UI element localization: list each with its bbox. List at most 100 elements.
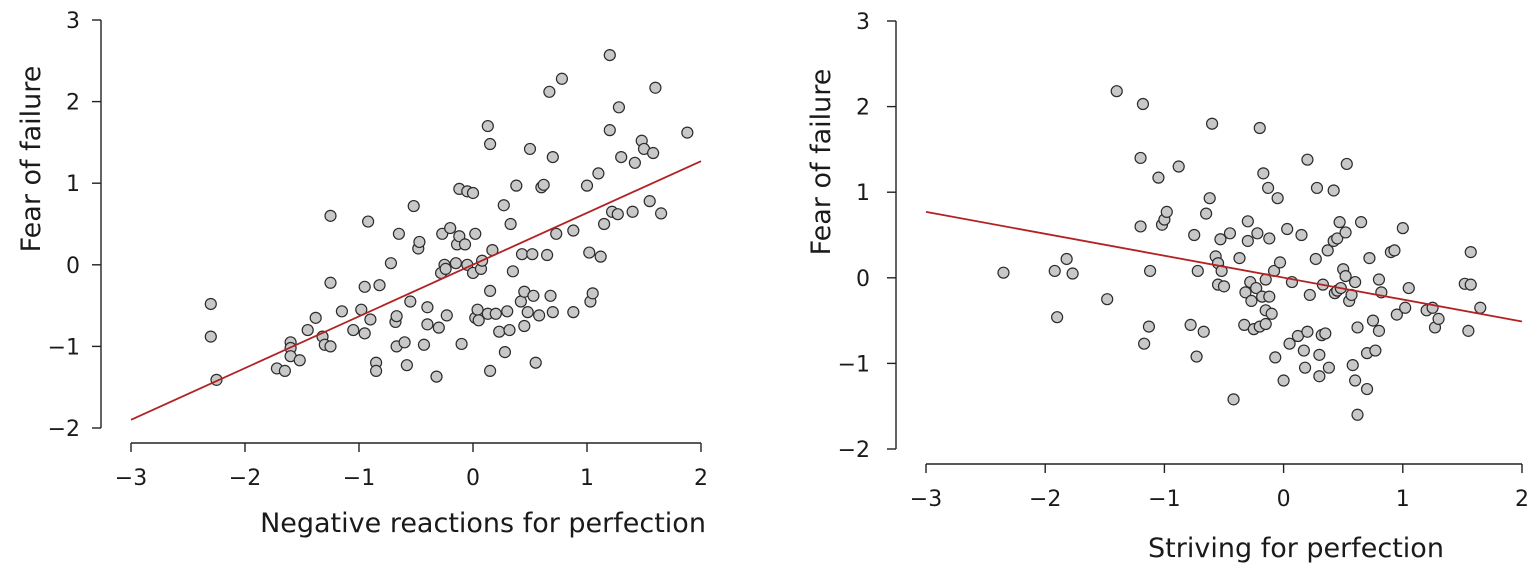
data-point <box>407 199 420 213</box>
y-tick-label: 3 <box>856 10 870 35</box>
data-point <box>1110 85 1123 98</box>
data-point <box>449 257 462 270</box>
data-point <box>1239 286 1252 299</box>
x-axis-title: Negative reactions for perfection <box>260 508 706 539</box>
data-point <box>515 248 529 261</box>
data-point <box>484 137 497 151</box>
data-point <box>1250 281 1263 295</box>
data-point <box>501 305 514 318</box>
data-point <box>603 124 616 137</box>
data-point <box>1301 325 1314 338</box>
left-scatter-panel: −3 −2 −1 0 1 2 −2 −1 0 1 2 3 Negative reactions for … <box>16 9 708 539</box>
data-point <box>612 101 626 114</box>
data-point <box>1339 269 1352 283</box>
data-point <box>510 179 523 192</box>
data-point <box>628 156 641 169</box>
data-point <box>358 280 371 293</box>
data-point <box>497 199 510 212</box>
data-point <box>649 81 662 94</box>
data-point <box>586 287 599 300</box>
data-point <box>567 306 580 319</box>
data-point <box>1313 370 1326 383</box>
data-point <box>481 119 494 133</box>
y-tick-label: 1 <box>66 172 80 197</box>
data-point <box>370 364 383 377</box>
data-point <box>592 167 605 180</box>
data-point <box>518 319 531 333</box>
data-point <box>364 313 377 326</box>
data-point <box>1396 222 1409 235</box>
data-point <box>1388 244 1401 257</box>
data-point <box>1190 350 1203 363</box>
data-point <box>1354 216 1368 229</box>
data-point <box>597 217 611 231</box>
data-point <box>503 323 516 337</box>
data-point <box>1331 232 1344 245</box>
data-point <box>506 265 520 278</box>
data-point <box>1251 227 1264 240</box>
data-point <box>1217 280 1231 293</box>
data-point <box>204 297 217 311</box>
data-point <box>1257 167 1270 180</box>
x-axis-title: Striving for perfection <box>1148 533 1444 564</box>
data-point <box>1205 117 1219 130</box>
data-point <box>293 354 306 367</box>
data-point <box>398 336 411 349</box>
data-point <box>1143 264 1157 278</box>
data-point <box>1245 294 1258 308</box>
data-point <box>594 250 607 263</box>
data-point <box>384 257 398 270</box>
data-point <box>1273 256 1287 269</box>
data-point <box>324 209 337 222</box>
data-point <box>1360 382 1374 396</box>
data-point <box>1402 281 1415 295</box>
data-point <box>1390 308 1403 321</box>
data-point <box>1197 325 1210 338</box>
data-point <box>533 309 546 322</box>
data-point <box>453 230 466 243</box>
data-point <box>540 248 554 262</box>
data-point <box>440 309 453 322</box>
x-tick-label: 2 <box>694 466 708 491</box>
data-point <box>1253 121 1266 135</box>
data-point <box>1339 226 1352 239</box>
x-tick-label: 0 <box>466 466 480 491</box>
x-tick-label: −2 <box>229 466 261 491</box>
data-point <box>681 126 694 139</box>
data-point <box>643 195 656 208</box>
data-point <box>458 238 472 251</box>
data-point <box>432 321 445 334</box>
data-point <box>413 235 426 249</box>
data-point <box>537 178 550 191</box>
data-point <box>1203 192 1216 205</box>
data-point <box>472 314 485 327</box>
data-point <box>647 146 660 160</box>
data-point <box>1295 228 1308 242</box>
data-point <box>626 205 639 218</box>
data-point <box>421 301 434 314</box>
x-tick-label: −1 <box>1148 487 1180 512</box>
data-point <box>1277 374 1290 387</box>
data-point <box>1214 233 1227 246</box>
y-tick-label: 1 <box>856 181 870 206</box>
data-point <box>1309 252 1322 266</box>
data-point <box>1223 227 1237 240</box>
data-point <box>527 289 540 302</box>
data-point <box>1372 273 1386 286</box>
data-point <box>544 289 557 302</box>
x-tick-label: 0 <box>1277 487 1291 512</box>
y-tick-label: 0 <box>66 254 80 279</box>
data-point <box>543 85 556 98</box>
data-point <box>1399 301 1412 314</box>
data-point <box>654 207 668 220</box>
right-scatter-panel: −3 −2 −1 0 1 2 −2 −1 0 1 2 3 Striving for perfection… <box>806 10 1529 564</box>
y-tick-label: −1 <box>838 352 870 377</box>
data-point <box>324 340 337 353</box>
data-point <box>358 327 371 340</box>
y-tick-label: 0 <box>856 267 870 292</box>
data-point <box>1297 344 1310 357</box>
data-point <box>373 279 386 292</box>
data-point <box>1340 157 1353 171</box>
data-point <box>471 303 484 316</box>
